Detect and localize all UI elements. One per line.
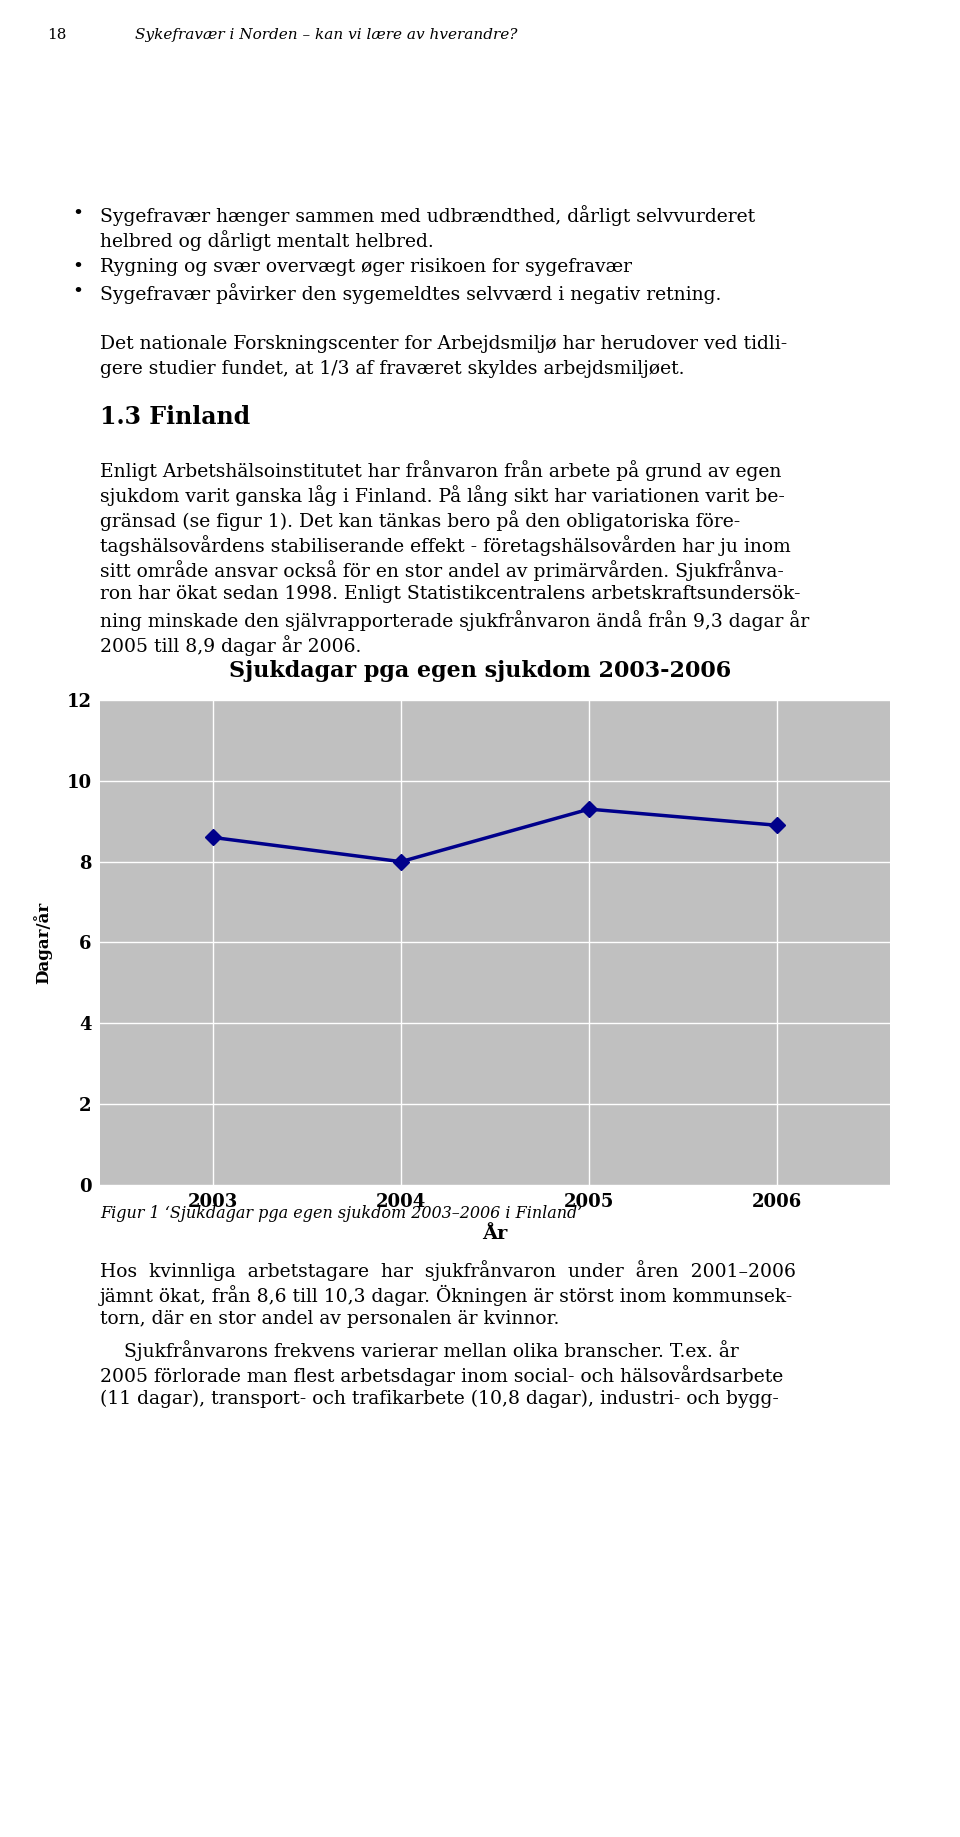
Text: Sykefravær i Norden – kan vi lære av hverandre?: Sykefravær i Norden – kan vi lære av hve… [135,28,517,42]
Y-axis label: Dagar/år: Dagar/år [34,902,53,983]
Text: gränsad (se figur 1). Det kan tänkas bero på den obligatoriska före-: gränsad (se figur 1). Det kan tänkas ber… [100,511,740,531]
X-axis label: År: År [482,1225,508,1244]
Text: Sygefravær påvirker den sygemeldtes selvværd i negativ retning.: Sygefravær påvirker den sygemeldtes selv… [100,283,721,303]
Text: helbred og dårligt mentalt helbred.: helbred og dårligt mentalt helbred. [100,230,434,252]
Text: Rygning og svær overvægt øger risikoen for sygefravær: Rygning og svær overvægt øger risikoen f… [100,257,632,276]
Text: Enligt Arbetshälsoinstitutet har frånvaron från arbete på grund av egen: Enligt Arbetshälsoinstitutet har frånvar… [100,459,781,481]
Text: Figur 1 ‘Sjukdagar pga egen sjukdom 2003–2006 i Finland’: Figur 1 ‘Sjukdagar pga egen sjukdom 2003… [100,1205,583,1222]
Text: 2005 förlorade man flest arbetsdagar inom social- och hälsovårdsarbete: 2005 förlorade man flest arbetsdagar ino… [100,1365,783,1385]
Text: sjukdom varit ganska låg i Finland. På lång sikt har variationen varit be-: sjukdom varit ganska låg i Finland. På l… [100,485,785,505]
Text: sitt område ansvar också för en stor andel av primärvården. Sjukfrånva-: sitt område ansvar också för en stor and… [100,560,784,580]
Text: 1.3 Finland: 1.3 Finland [100,404,251,430]
Text: jämnt ökat, från 8,6 till 10,3 dagar. Ökningen är störst inom kommunsek-: jämnt ökat, från 8,6 till 10,3 dagar. Ök… [100,1286,793,1306]
Text: Sjukfrånvarons frekvens varierar mellan olika branscher. T.ex. år: Sjukfrånvarons frekvens varierar mellan … [100,1339,739,1361]
Text: tagshälsovårdens stabiliserande effekt - företagshälsovården har ju inom: tagshälsovårdens stabiliserande effekt -… [100,535,791,557]
Text: Sygefravær hænger sammen med udbrændthed, dårligt selvvurderet: Sygefravær hænger sammen med udbrændthed… [100,206,756,226]
Text: 2005 till 8,9 dagar år 2006.: 2005 till 8,9 dagar år 2006. [100,636,361,656]
Text: ron har ökat sedan 1998. Enligt Statistikcentralens arbetskraftsundersök-: ron har ökat sedan 1998. Enligt Statisti… [100,584,801,603]
Text: Hos  kvinnliga  arbetstagare  har  sjukfrånvaron  under  åren  2001–2006: Hos kvinnliga arbetstagare har sjukfrånv… [100,1260,796,1280]
Text: ning minskade den självrapporterade sjukfrånvaron ändå från 9,3 dagar år: ning minskade den självrapporterade sjuk… [100,610,809,630]
Text: (11 dagar), transport- och trafikarbete (10,8 dagar), industri- och bygg-: (11 dagar), transport- och trafikarbete … [100,1391,779,1409]
Text: •: • [72,283,84,301]
Text: •: • [72,257,84,276]
Text: gere studier fundet, at 1/3 af fraværet skyldes arbejdsmiljøet.: gere studier fundet, at 1/3 af fraværet … [100,360,684,378]
Text: Sjukdagar pga egen sjukdom 2003-2006: Sjukdagar pga egen sjukdom 2003-2006 [228,659,732,682]
Text: •: • [72,206,84,222]
Text: Det nationale Forskningscenter for Arbejdsmiljø har herudover ved tidli-: Det nationale Forskningscenter for Arbej… [100,334,787,353]
Text: 18: 18 [47,28,66,42]
Text: torn, där en stor andel av personalen är kvinnor.: torn, där en stor andel av personalen är… [100,1310,560,1328]
